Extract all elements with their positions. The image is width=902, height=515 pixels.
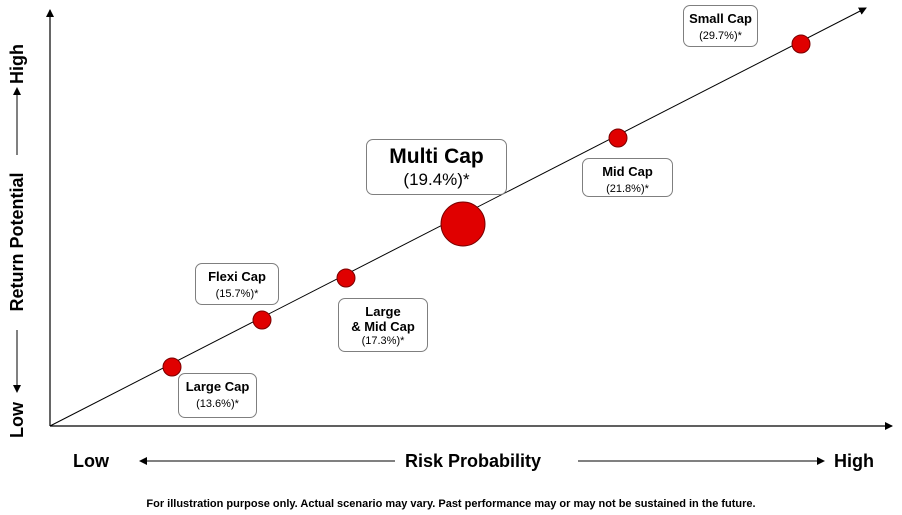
point-multi-cap	[440, 201, 486, 247]
x-axis-low-label: Low	[73, 451, 109, 471]
y-axis-low-label: Low	[7, 401, 27, 438]
label-value: (13.6%)*	[196, 398, 239, 410]
label-box-large-cap: Large Cap (13.6%)*	[178, 373, 257, 418]
label-box-mid-cap: Mid Cap (21.8%)*	[582, 158, 673, 197]
point-large-cap	[162, 357, 182, 377]
y-axis-title: Return Potential	[7, 172, 27, 311]
y-axis-high-label: High	[7, 44, 27, 84]
label-category: Flexi Cap	[208, 269, 266, 284]
point-small-cap	[791, 34, 811, 54]
label-category: Multi Cap	[389, 145, 484, 168]
footnote: For illustration purpose only. Actual sc…	[146, 498, 756, 510]
point-flexi-cap	[252, 310, 272, 330]
point-large-mid-cap	[336, 268, 356, 288]
label-category: Large	[365, 304, 401, 319]
x-axis-title: Risk Probability	[405, 451, 542, 471]
label-box-large-mid-cap: Large & Mid Cap (17.3%)*	[338, 298, 428, 352]
label-category: Large Cap	[185, 379, 250, 394]
label-box-small-cap: Small Cap (29.7%)*	[683, 5, 758, 47]
label-box-multi-cap: Multi Cap (19.4%)*	[366, 139, 507, 195]
point-mid-cap	[608, 128, 628, 148]
data-points	[162, 34, 811, 377]
label-category: Mid Cap	[602, 164, 653, 179]
x-axis-high-label: High	[834, 451, 874, 471]
label-box-flexi-cap: Flexi Cap (15.7%)*	[195, 263, 279, 305]
label-value: (19.4%)*	[403, 170, 470, 189]
label-value: (15.7%)*	[215, 288, 259, 300]
label-value: (29.7%)*	[699, 30, 742, 42]
label-category: Small Cap	[689, 11, 752, 26]
label-value: (21.8%)*	[606, 183, 649, 195]
label-category: & Mid Cap	[351, 319, 415, 334]
label-value: (17.3%)*	[361, 335, 405, 347]
